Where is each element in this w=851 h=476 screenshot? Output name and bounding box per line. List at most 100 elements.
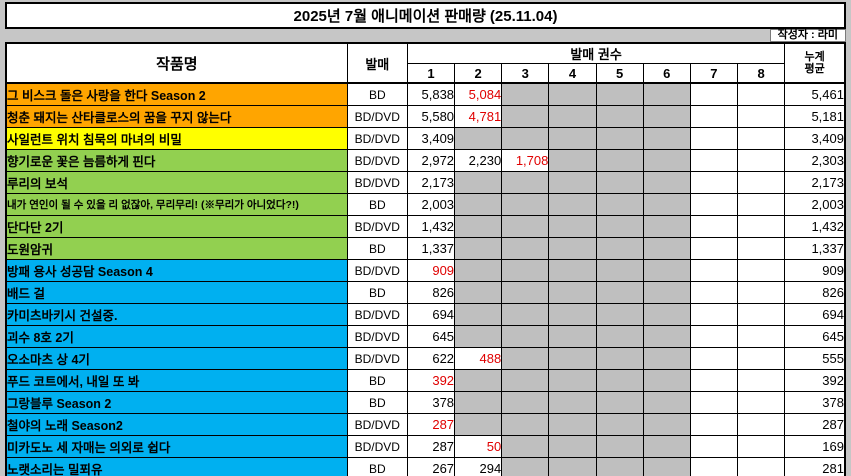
release-format-cell: BD/DVD: [346, 325, 408, 348]
volume-sales-cell: 2,230: [454, 149, 503, 172]
no-data-cell: [642, 303, 691, 326]
release-format-cell: BD: [346, 193, 408, 216]
empty-cell: [689, 413, 738, 436]
no-data-cell: [454, 237, 503, 260]
series-row: 도원암귀 BD 1,337 1,337: [5, 237, 846, 260]
no-data-cell: [642, 413, 691, 436]
release-format-cell: BD/DVD: [346, 435, 408, 458]
no-data-cell: [501, 413, 550, 436]
no-data-cell: [454, 171, 503, 194]
no-data-cell: [548, 391, 597, 414]
cumulative-average-cell: 826: [784, 281, 846, 304]
empty-cell: [689, 391, 738, 414]
no-data-cell: [548, 413, 597, 436]
series-row: 사일런트 위치 침묵의 마녀의 비밀 BD/DVD 3,409 3,409: [5, 127, 846, 150]
empty-cell: [689, 215, 738, 238]
no-data-cell: [595, 237, 644, 260]
empty-cell: [736, 237, 786, 260]
cumulative-average-cell: 1,432: [784, 215, 846, 238]
no-data-cell: [501, 82, 550, 106]
empty-cell: [689, 347, 738, 370]
header-series-title: 작품명: [5, 42, 348, 84]
series-row: 향기로운 꽃은 늠름하게 핀다 BD/DVD 2,972 2,230 1,708 2,30…: [5, 149, 846, 172]
empty-cell: [689, 435, 738, 458]
series-row: 단다단 2기 BD/DVD 1,432 1,432: [5, 215, 846, 238]
release-format-cell: BD/DVD: [346, 127, 408, 150]
no-data-cell: [595, 127, 644, 150]
no-data-cell: [501, 369, 550, 392]
release-format-cell: BD/DVD: [346, 171, 408, 194]
no-data-cell: [642, 82, 691, 106]
no-data-cell: [642, 237, 691, 260]
header-volume-6: 6: [642, 63, 691, 84]
series-title-cell: 오소마츠 상 4기: [5, 347, 348, 370]
no-data-cell: [642, 215, 691, 238]
page-title-text: 2025년 7월 애니메이션 판매량 (25.11.04): [293, 8, 558, 25]
cumulative-average-cell: 909: [784, 259, 846, 282]
release-format-cell: BD/DVD: [346, 215, 408, 238]
empty-cell: [736, 149, 786, 172]
volume-sales-cell: 2,003: [406, 193, 456, 216]
no-data-cell: [642, 127, 691, 150]
release-format-cell: BD/DVD: [346, 413, 408, 436]
series-title-cell: 내가 연인이 될 수 있을 리 없잖아, 무리무리! (※무리가 아니었다?!): [5, 193, 348, 216]
no-data-cell: [501, 347, 550, 370]
release-format-cell: BD: [346, 369, 408, 392]
no-data-cell: [548, 149, 597, 172]
empty-cell: [689, 171, 738, 194]
series-title-cell: 루리의 보석: [5, 171, 348, 194]
no-data-cell: [595, 171, 644, 194]
empty-cell: [689, 237, 738, 260]
release-format-cell: BD: [346, 391, 408, 414]
header-volume-5: 5: [595, 63, 644, 84]
no-data-cell: [548, 325, 597, 348]
volume-sales-cell: 1,432: [406, 215, 456, 238]
series-title-cell: 배드 걸: [5, 281, 348, 304]
no-data-cell: [454, 193, 503, 216]
no-data-cell: [642, 435, 691, 458]
no-data-cell: [595, 105, 644, 128]
volume-sales-cell: 1,337: [406, 237, 456, 260]
cumulative-average-cell: 555: [784, 347, 846, 370]
empty-cell: [736, 369, 786, 392]
volume-sales-cell: 5,838: [406, 82, 456, 106]
no-data-cell: [548, 82, 597, 106]
empty-cell: [736, 171, 786, 194]
no-data-cell: [454, 281, 503, 304]
no-data-cell: [548, 281, 597, 304]
no-data-cell: [548, 457, 597, 476]
empty-cell: [689, 303, 738, 326]
release-format-cell: BD: [346, 457, 408, 476]
series-title-cell: 카미츠바키시 건설중.: [5, 303, 348, 326]
sales-table: 작품명 발매 발매 권수 누계 평균 1 2 3 4 5 6 7 8 그 비스크…: [5, 42, 846, 476]
header-format: 발매: [346, 42, 408, 84]
no-data-cell: [501, 325, 550, 348]
no-data-cell: [548, 193, 597, 216]
cumulative-average-cell: 169: [784, 435, 846, 458]
no-data-cell: [595, 259, 644, 282]
cumulative-average-cell: 3,409: [784, 127, 846, 150]
series-row: 내가 연인이 될 수 있을 리 없잖아, 무리무리! (※무리가 아니었다?!)…: [5, 193, 846, 216]
series-row: 그 비스크 돌은 사랑을 한다 Season 2 BD 5,838 5,084 5,46…: [5, 82, 846, 106]
author-label: 작성자 : 라미: [769, 29, 846, 42]
series-title-cell: 노랫소리는 밀푀유: [5, 457, 348, 476]
no-data-cell: [642, 149, 691, 172]
no-data-cell: [501, 391, 550, 414]
no-data-cell: [454, 303, 503, 326]
no-data-cell: [642, 193, 691, 216]
no-data-cell: [548, 369, 597, 392]
no-data-cell: [454, 413, 503, 436]
no-data-cell: [548, 215, 597, 238]
no-data-cell: [642, 171, 691, 194]
volume-sales-cell: 5,580: [406, 105, 456, 128]
no-data-cell: [501, 259, 550, 282]
no-data-cell: [548, 347, 597, 370]
no-data-cell: [595, 303, 644, 326]
empty-cell: [689, 325, 738, 348]
no-data-cell: [595, 413, 644, 436]
no-data-cell: [501, 435, 550, 458]
volume-sales-cell: 4,781: [454, 105, 503, 128]
no-data-cell: [548, 171, 597, 194]
cumulative-average-cell: 2,003: [784, 193, 846, 216]
